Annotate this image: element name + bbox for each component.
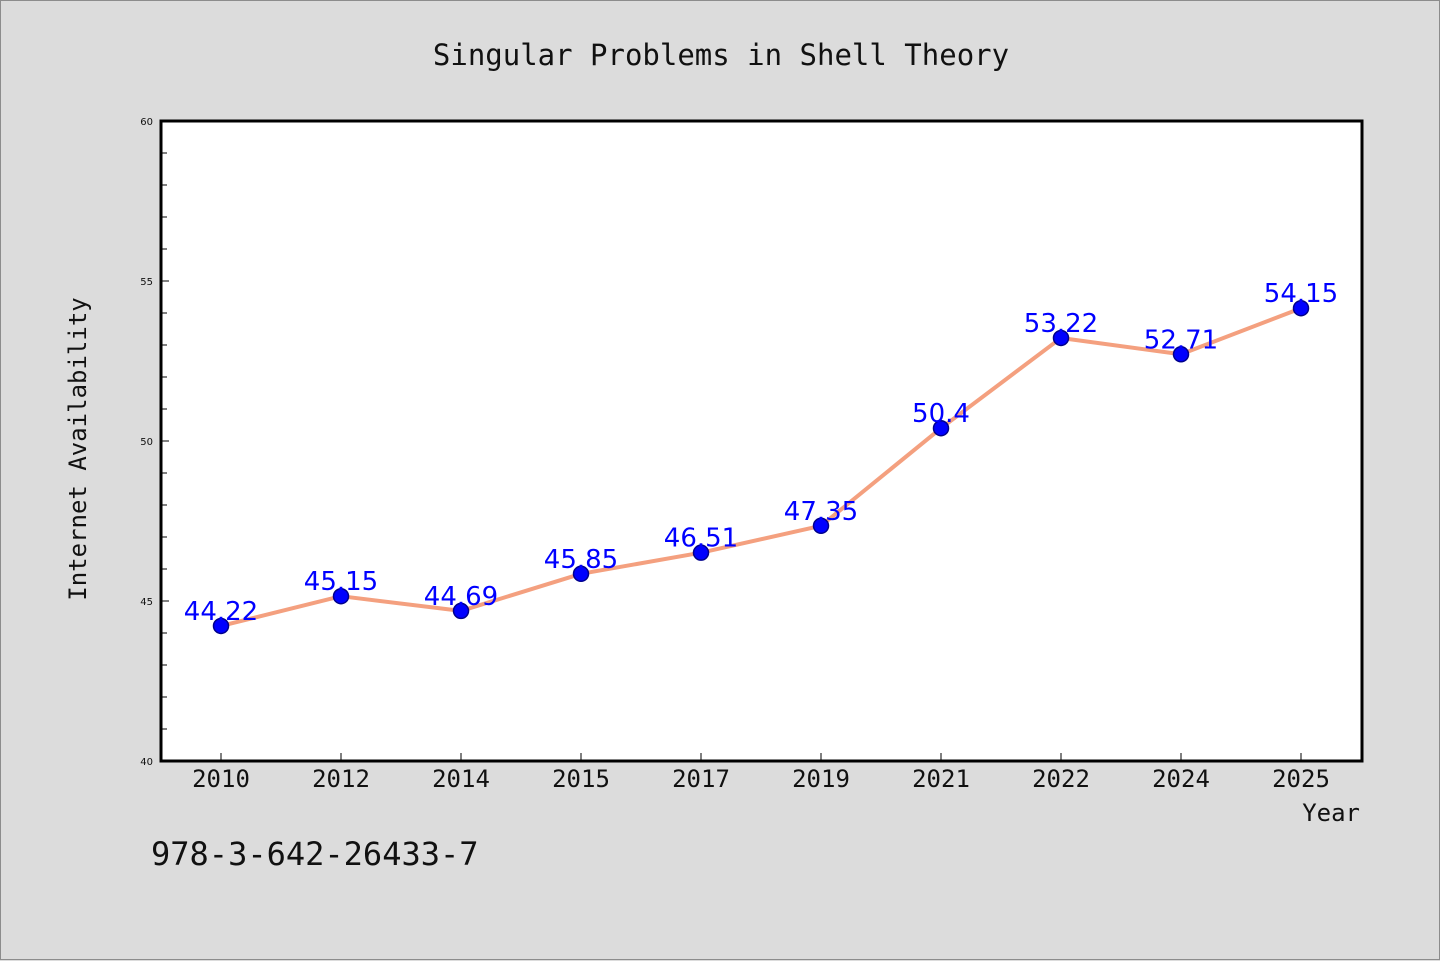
plot-border (159, 119, 1364, 763)
data-label: 44.22 (184, 597, 258, 627)
data-label: 45.15 (304, 567, 378, 597)
x-tick-label: 2015 (552, 765, 610, 793)
data-point (812, 517, 830, 535)
y-tick-label: 40 (140, 757, 153, 768)
x-tick-label: 2024 (1152, 765, 1210, 793)
data-label: 47.35 (784, 497, 858, 527)
x-tick-label: 2025 (1272, 765, 1330, 793)
plot-area (161, 121, 1362, 761)
isbn-text: 978-3-642-26433-7 (151, 835, 479, 873)
data-point (452, 602, 470, 620)
data-label: 52.71 (1144, 325, 1218, 355)
y-axis-label: Internet Availability (64, 297, 92, 600)
data-point (1172, 346, 1190, 363)
series-line (220, 306, 1302, 628)
data-point (692, 544, 710, 561)
y-tick-label: 60 (140, 117, 153, 128)
data-point (572, 565, 590, 583)
data-label: 50.4 (912, 399, 970, 429)
data-label: 44.69 (424, 582, 498, 612)
data-label: 53.22 (1024, 309, 1098, 339)
y-tick-label: 55 (140, 277, 153, 288)
data-labels: 44.22 45.15 44.69 45.85 46.51 47.35 50.4 53.22 5… (184, 279, 1338, 627)
data-point (1052, 329, 1070, 347)
data-label: 46.51 (664, 524, 738, 554)
x-tick-label: 2022 (1032, 765, 1090, 793)
y-tick-label: 45 (140, 597, 153, 608)
data-point (932, 419, 950, 437)
series-markers (212, 299, 1310, 635)
x-tick-label: 2010 (192, 765, 250, 793)
x-tick-label: 2017 (672, 765, 730, 793)
data-point (332, 587, 350, 605)
data-point (212, 617, 230, 635)
data-point (1292, 299, 1310, 317)
data-label: 54.15 (1264, 279, 1338, 309)
x-axis-label: Year (1302, 799, 1360, 827)
x-tick-label: 2021 (912, 765, 970, 793)
x-axis-ticks: 2010 2012 2014 2015 2017 2019 2021 2022 2024 2025 (192, 753, 1330, 793)
x-tick-label: 2014 (432, 765, 490, 793)
x-tick-label: 2012 (312, 765, 370, 793)
data-label: 45.85 (544, 545, 618, 575)
chart-title: Singular Problems in Shell Theory (433, 38, 1009, 72)
x-tick-label: 2019 (792, 765, 850, 793)
y-tick-label: 50 (140, 437, 153, 448)
